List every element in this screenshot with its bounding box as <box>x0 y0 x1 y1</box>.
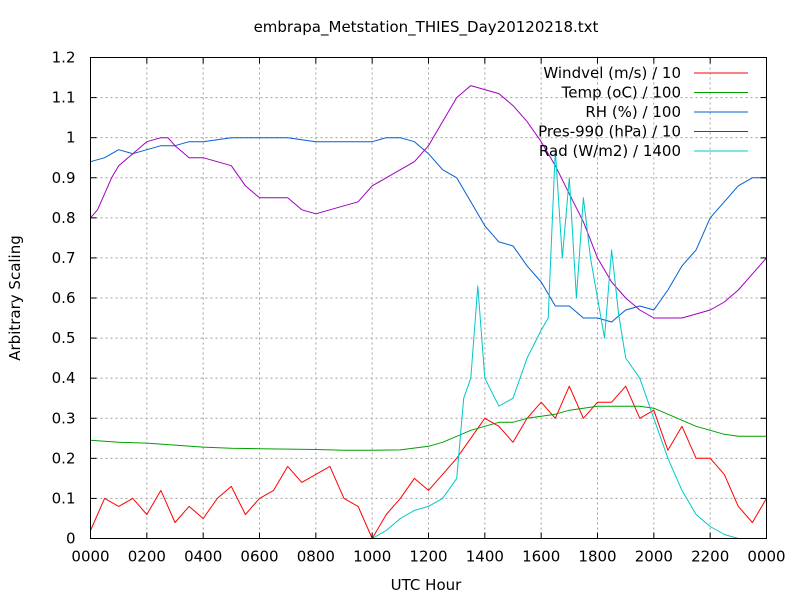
x-tick-label: 1400 <box>466 548 504 566</box>
x-tick-label: 0000 <box>71 548 109 566</box>
series-line-1 <box>90 405 767 451</box>
x-tick-label: 0000 <box>747 548 785 566</box>
series-line-3 <box>90 85 767 319</box>
legend-label: Windvel (m/s) / 10 <box>543 64 681 82</box>
x-tick-label: 1600 <box>522 548 560 566</box>
y-tick-label: 0.5 <box>52 329 76 347</box>
y-tick-label: 1 <box>66 129 76 147</box>
x-tick-label: 1000 <box>353 548 391 566</box>
x-tick-label: 1200 <box>409 548 447 566</box>
y-tick-label: 0.3 <box>52 409 76 427</box>
x-tick-label: 0400 <box>184 548 222 566</box>
x-tick-label: 0800 <box>297 548 335 566</box>
legend-label: Temp (oC) / 100 <box>561 84 681 102</box>
x-axis-label: UTC Hour <box>391 576 462 594</box>
y-tick-label: 0.8 <box>52 209 76 227</box>
y-tick-label: 0 <box>66 530 76 548</box>
x-tick-label: 2000 <box>635 548 673 566</box>
series-line-0 <box>90 385 767 539</box>
x-tick-label: 0200 <box>128 548 166 566</box>
y-tick-label: 0.7 <box>52 249 76 267</box>
series-line-4 <box>90 149 767 539</box>
legend-label: RH (%) / 100 <box>585 103 681 121</box>
y-tick-label: 0.1 <box>52 489 76 507</box>
x-tick-label: 1800 <box>578 548 616 566</box>
series-layer <box>90 85 767 539</box>
x-tick-label: 0600 <box>240 548 278 566</box>
y-tick-label: 1.1 <box>52 89 76 107</box>
y-axis-label: Arbitrary Scaling <box>6 235 24 361</box>
y-tick-label: 0.4 <box>52 369 76 387</box>
y-tick-label: 0.2 <box>52 449 76 467</box>
chart-title: embrapa_Metstation_THIES_Day20120218.txt <box>254 18 599 37</box>
y-tick-label: 1.2 <box>52 49 76 67</box>
tick-layer: 0000 0200 0400 0600 0800 1000 1200 1400 1600 1800… <box>52 49 786 566</box>
legend-label: Rad (W/m2) / 1400 <box>539 142 681 160</box>
y-tick-label: 0.9 <box>52 169 76 187</box>
legend-label: Pres-990 (hPa) / 10 <box>538 123 681 141</box>
y-tick-label: 0.6 <box>52 289 76 307</box>
x-tick-label: 2200 <box>691 548 729 566</box>
series-line-2 <box>90 137 767 323</box>
